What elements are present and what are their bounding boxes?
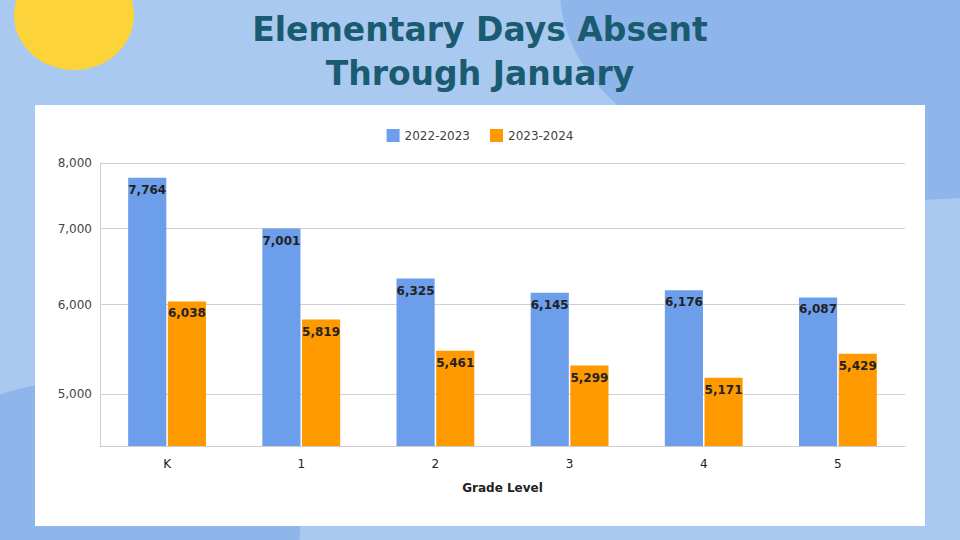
svg-text:3: 3 xyxy=(566,457,574,471)
svg-text:5,461: 5,461 xyxy=(436,356,474,370)
svg-text:8,000: 8,000 xyxy=(58,156,92,170)
svg-text:K: K xyxy=(163,457,172,471)
svg-text:6,325: 6,325 xyxy=(397,284,435,298)
svg-text:7,000: 7,000 xyxy=(58,222,92,236)
svg-text:5,819: 5,819 xyxy=(302,325,340,339)
svg-text:7,001: 7,001 xyxy=(262,234,300,248)
svg-text:6,087: 6,087 xyxy=(799,302,837,316)
svg-text:6,000: 6,000 xyxy=(58,298,92,312)
svg-text:5,429: 5,429 xyxy=(839,359,877,373)
svg-text:5: 5 xyxy=(834,457,842,471)
svg-text:5,171: 5,171 xyxy=(705,383,743,397)
svg-text:6,145: 6,145 xyxy=(531,298,569,312)
svg-text:Grade Level: Grade Level xyxy=(462,481,543,495)
svg-text:4: 4 xyxy=(700,457,708,471)
svg-text:2022-2023: 2022-2023 xyxy=(405,129,470,143)
svg-text:2: 2 xyxy=(432,457,440,471)
svg-text:5,299: 5,299 xyxy=(570,371,608,385)
svg-text:6,176: 6,176 xyxy=(665,295,703,309)
html-text:Elementary Days Absent Through: Elementary Days Absent Through January xyxy=(252,10,708,93)
svg-text:6,038: 6,038 xyxy=(168,306,206,320)
svg-text:7,764: 7,764 xyxy=(128,183,166,197)
svg-text:2023-2024: 2023-2024 xyxy=(508,129,573,143)
svg-text:1: 1 xyxy=(297,457,305,471)
svg-text:5,000: 5,000 xyxy=(58,387,92,401)
